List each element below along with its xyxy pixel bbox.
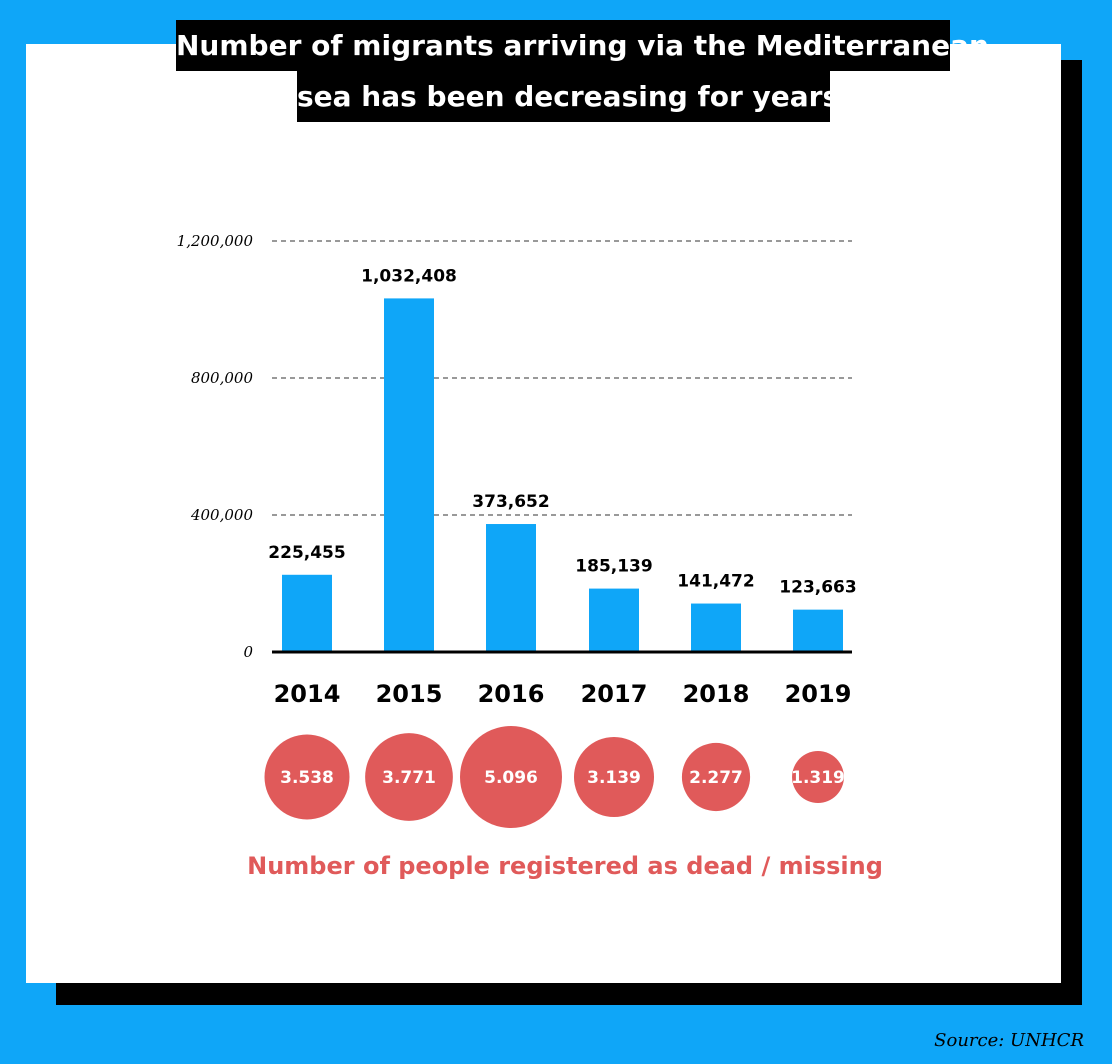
gridlines xyxy=(272,240,852,516)
deaths-bubble-2015 xyxy=(365,733,453,821)
bar-2016 xyxy=(486,524,536,652)
y-axis-ticks: 0 400,000 800,000 1,200,000 xyxy=(177,232,254,661)
deaths-value-2017: 3.139 xyxy=(587,768,641,788)
deaths-bubble-2017 xyxy=(573,736,655,818)
y-tick-label: 400,000 xyxy=(190,506,253,524)
x-tick-label-2019: 2019 xyxy=(785,680,852,708)
chart-title-line-2: sea has been decreasing for years xyxy=(297,71,839,122)
source-credit: Source: UNHCR xyxy=(934,1030,1084,1051)
x-tick-label-2015: 2015 xyxy=(376,680,443,708)
data-labels: 225,455 1,032,408 373,652 185,139 141,472 123… xyxy=(268,266,856,597)
y-tick-label: 0 xyxy=(243,643,253,661)
chart-title-line-1: Number of migrants arriving via the Medi… xyxy=(176,20,989,71)
bar-2019 xyxy=(793,609,843,652)
bar-2015 xyxy=(384,298,434,652)
deaths-value-2015: 3.771 xyxy=(382,768,436,788)
deaths-value-2014: 3.538 xyxy=(280,768,334,788)
deaths-bubble-2018 xyxy=(681,742,751,812)
data-label-2019: 123,663 xyxy=(779,578,856,598)
x-axis-labels: 2014 2015 2016 2017 2018 2019 xyxy=(274,680,852,708)
x-tick-label-2018: 2018 xyxy=(683,680,750,708)
data-label-2017: 185,139 xyxy=(575,557,652,577)
bars xyxy=(282,298,843,652)
x-tick-label-2016: 2016 xyxy=(478,680,545,708)
deaths-value-2016: 5.096 xyxy=(484,768,538,788)
bar-2014 xyxy=(282,574,332,652)
deaths-bubble-2016 xyxy=(460,726,562,828)
chart-card xyxy=(26,44,1061,983)
deaths-bubbles: 3.538 3.771 5.096 3.139 2.277 1.319 xyxy=(264,726,845,828)
x-tick-label-2014: 2014 xyxy=(274,680,341,708)
y-tick-label: 800,000 xyxy=(191,369,253,387)
deaths-legend-label: Number of people registered as dead / mi… xyxy=(247,852,883,880)
data-label-2015: 1,032,408 xyxy=(361,266,457,286)
deaths-bubble-2014 xyxy=(264,734,350,820)
deaths-value-2019: 1.319 xyxy=(791,768,845,788)
bar-2017 xyxy=(589,588,639,652)
bar-2018 xyxy=(691,603,741,652)
data-label-2018: 141,472 xyxy=(677,572,754,592)
deaths-bubble-2019 xyxy=(792,751,844,803)
y-tick-label: 1,200,000 xyxy=(177,232,254,250)
data-label-2016: 373,652 xyxy=(472,492,549,512)
data-label-2014: 225,455 xyxy=(268,543,345,563)
deaths-value-2018: 2.277 xyxy=(689,768,743,788)
x-tick-label-2017: 2017 xyxy=(581,680,648,708)
